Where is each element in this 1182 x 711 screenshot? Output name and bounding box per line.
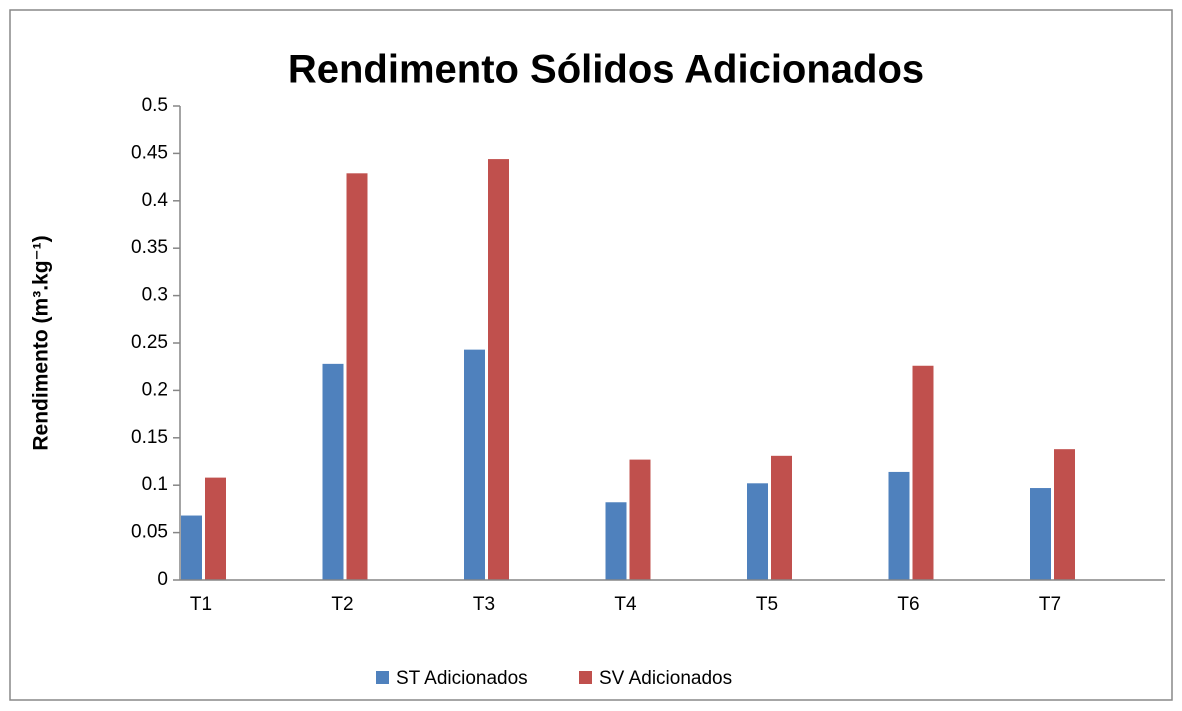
chart-border [9,9,1173,701]
bar [629,459,651,580]
bar [346,173,368,581]
x-tick-label: T4 [614,594,637,615]
bar [322,363,344,580]
bar [488,159,509,580]
legend-label: ST Adicionados [396,668,528,689]
x-tick-label: T6 [897,594,919,615]
x-tick-label: T2 [331,594,353,615]
y-tick-label: 0.2 [142,379,168,400]
bar [888,471,910,580]
chart-title: Rendimento Sólidos Adicionados [288,48,924,92]
legend-swatch [376,671,389,684]
legend-label: SV Adicionados [599,668,732,689]
x-tick-label: T1 [190,594,212,615]
bar [464,349,485,580]
bar [605,502,627,580]
y-tick-label: 0.05 [131,522,168,543]
x-tick-label: T3 [473,594,495,615]
y-tick-label: 0.15 [131,427,168,448]
x-tick-label: T7 [1039,594,1061,615]
bar [771,455,792,580]
bar [912,365,934,580]
y-tick-label: 0.45 [131,142,168,163]
x-tick-label: T5 [756,594,778,615]
bar [1054,449,1075,580]
y-tick-label: 0.3 [142,285,168,306]
bar [205,477,226,580]
legend-swatch [579,671,592,684]
bar [747,483,768,580]
bar [181,515,202,580]
y-tick-label: 0.35 [131,237,168,258]
y-tick-label: 0.25 [131,332,168,353]
y-tick-label: 0.1 [142,474,168,495]
y-tick-label: 0 [157,569,168,590]
y-tick-label: 0.4 [142,190,169,211]
y-axis-label: Rendimento (m³.kg⁻¹) [30,235,53,450]
y-tick-label: 0.5 [142,95,168,116]
bar [1030,488,1051,580]
